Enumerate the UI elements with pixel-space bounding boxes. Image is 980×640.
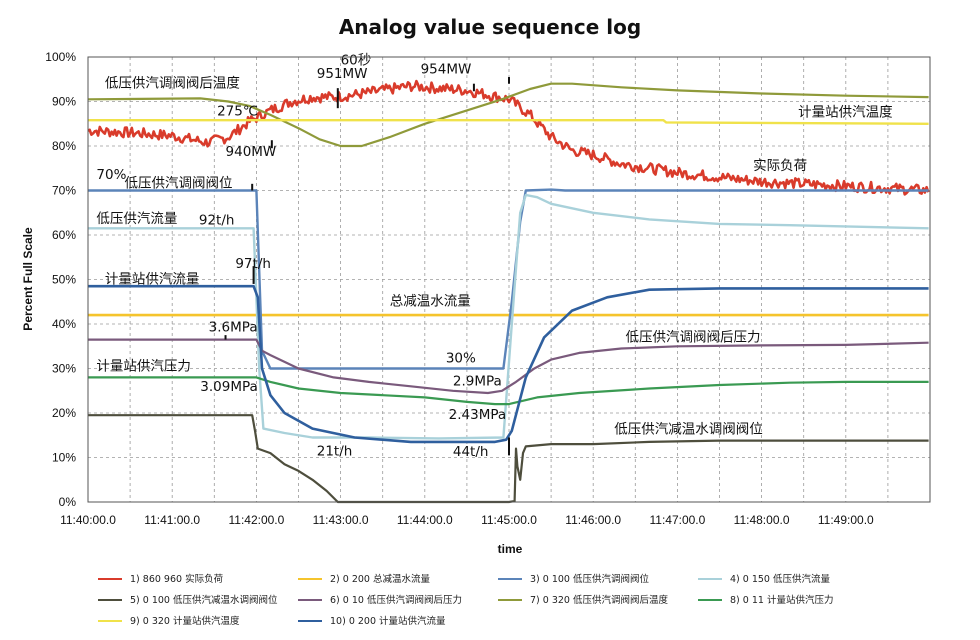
- x-tick-label: 11:47:00.0: [649, 513, 705, 527]
- x-tick-label: 11:42:00.0: [228, 513, 284, 527]
- y-tick-label: 0%: [59, 495, 77, 509]
- legend-item: 10) 0 200 计量站供汽流量: [330, 615, 446, 627]
- annotation-label: 275℃: [217, 104, 258, 120]
- annotation-label: 低压供汽流量: [96, 211, 177, 227]
- series-line: [88, 119, 929, 125]
- legend-item: 6) 0 10 低压供汽调阀阀后压力: [330, 594, 462, 606]
- annotation-label: 计量站供汽压力: [96, 359, 191, 375]
- y-tick-label: 10%: [52, 451, 76, 465]
- annotation-label: 92t/h: [199, 212, 235, 228]
- annotation-label: 实际负荷: [753, 158, 807, 174]
- x-tick-label: 11:46:00.0: [565, 513, 621, 527]
- annotation-label: 总减温水流量: [390, 293, 471, 309]
- y-tick-label: 70%: [52, 184, 76, 198]
- x-tick-label: 11:43:00.0: [313, 513, 369, 527]
- legend-item: 2) 0 200 总减温水流量: [330, 573, 430, 585]
- legend-item: 7) 0 320 低压供汽调阀阀后温度: [530, 594, 668, 606]
- y-tick-label: 50%: [52, 273, 76, 287]
- x-tick-label: 11:48:00.0: [734, 513, 790, 527]
- x-tick-label: 11:40:00.0: [60, 513, 116, 527]
- x-tick-label: 11:49:00.0: [818, 513, 874, 527]
- legend-item: 3) 0 100 低压供汽调阀阀位: [530, 573, 649, 585]
- y-axis-ticks: 0% 10% 20% 30% 40% 50% 60% 70% 80% 90% 100%: [45, 50, 76, 509]
- y-tick-label: 90%: [52, 95, 76, 109]
- series-line: [87, 82, 929, 148]
- annotation-markers: [224, 77, 510, 456]
- series-line: [88, 376, 929, 406]
- x-tick-label: 11:45:00.0: [481, 513, 537, 527]
- y-tick-label: 40%: [52, 317, 76, 331]
- annotation-label: 97t/h: [235, 256, 271, 272]
- annotation-label: 3.09MPa: [200, 379, 258, 395]
- legend-item: 4) 0 150 低压供汽流量: [730, 573, 830, 585]
- annotation-label: 3.6MPa: [209, 320, 258, 336]
- annotation-label: 954MW: [421, 61, 472, 77]
- plot-frame: [87, 56, 931, 503]
- y-tick-label: 30%: [52, 362, 76, 376]
- x-tick-label: 11:41:00.0: [144, 513, 200, 527]
- series-line: [88, 193, 929, 440]
- annotation-label: 951MW: [317, 66, 368, 82]
- annotation-label: 计量站供汽温度: [798, 105, 893, 121]
- series-line: [88, 188, 929, 370]
- annotation-label: 低压供汽调阀阀位: [124, 175, 232, 191]
- legend-item: 9) 0 320 计量站供汽温度: [130, 615, 240, 627]
- annotation-label: 44t/h: [453, 444, 489, 460]
- chart-title: Analog value sequence log: [339, 15, 641, 39]
- annotation-label: 21t/h: [317, 444, 353, 460]
- y-tick-label: 80%: [52, 139, 76, 153]
- annotation-label: 低压供汽调阀阀后压力: [625, 329, 760, 345]
- annotation-label: 70%: [96, 167, 126, 183]
- y-tick-label: 100%: [45, 50, 76, 64]
- y-tick-label: 20%: [52, 406, 76, 420]
- x-axis-ticks: 11:40:00.0 11:41:00.0 11:42:00.0 11:43:00.0…: [60, 513, 874, 527]
- series-line: [88, 338, 929, 395]
- annotation-label: 计量站供汽流量: [105, 272, 200, 288]
- annotation-label: 30%: [446, 351, 476, 367]
- series-line: [88, 284, 929, 444]
- legend: 1) 860 960 实际负荷 2) 0 200 总减温水流量 3) 0 100 低…: [98, 573, 833, 627]
- x-tick-label: 11:44:00.0: [397, 513, 453, 527]
- annotation-label: 低压供汽调阀阀后温度: [105, 75, 240, 91]
- y-axis-label: Percent Full Scale: [21, 227, 35, 331]
- annotation-label: 2.43MPa: [449, 407, 507, 423]
- legend-item: 5) 0 100 低压供汽减温水调阀阀位: [130, 594, 278, 606]
- y-tick-label: 60%: [52, 228, 76, 242]
- x-axis-label: time: [498, 542, 523, 556]
- annotation-label: 低压供汽减温水调阀阀位: [614, 421, 763, 437]
- legend-item: 1) 860 960 实际负荷: [130, 573, 224, 585]
- series-line: [87, 79, 930, 196]
- annotation-label: 940MW: [226, 144, 277, 160]
- annotation-label: 2.9MPa: [453, 373, 502, 389]
- legend-item: 8) 0 11 计量站供汽压力: [730, 594, 833, 606]
